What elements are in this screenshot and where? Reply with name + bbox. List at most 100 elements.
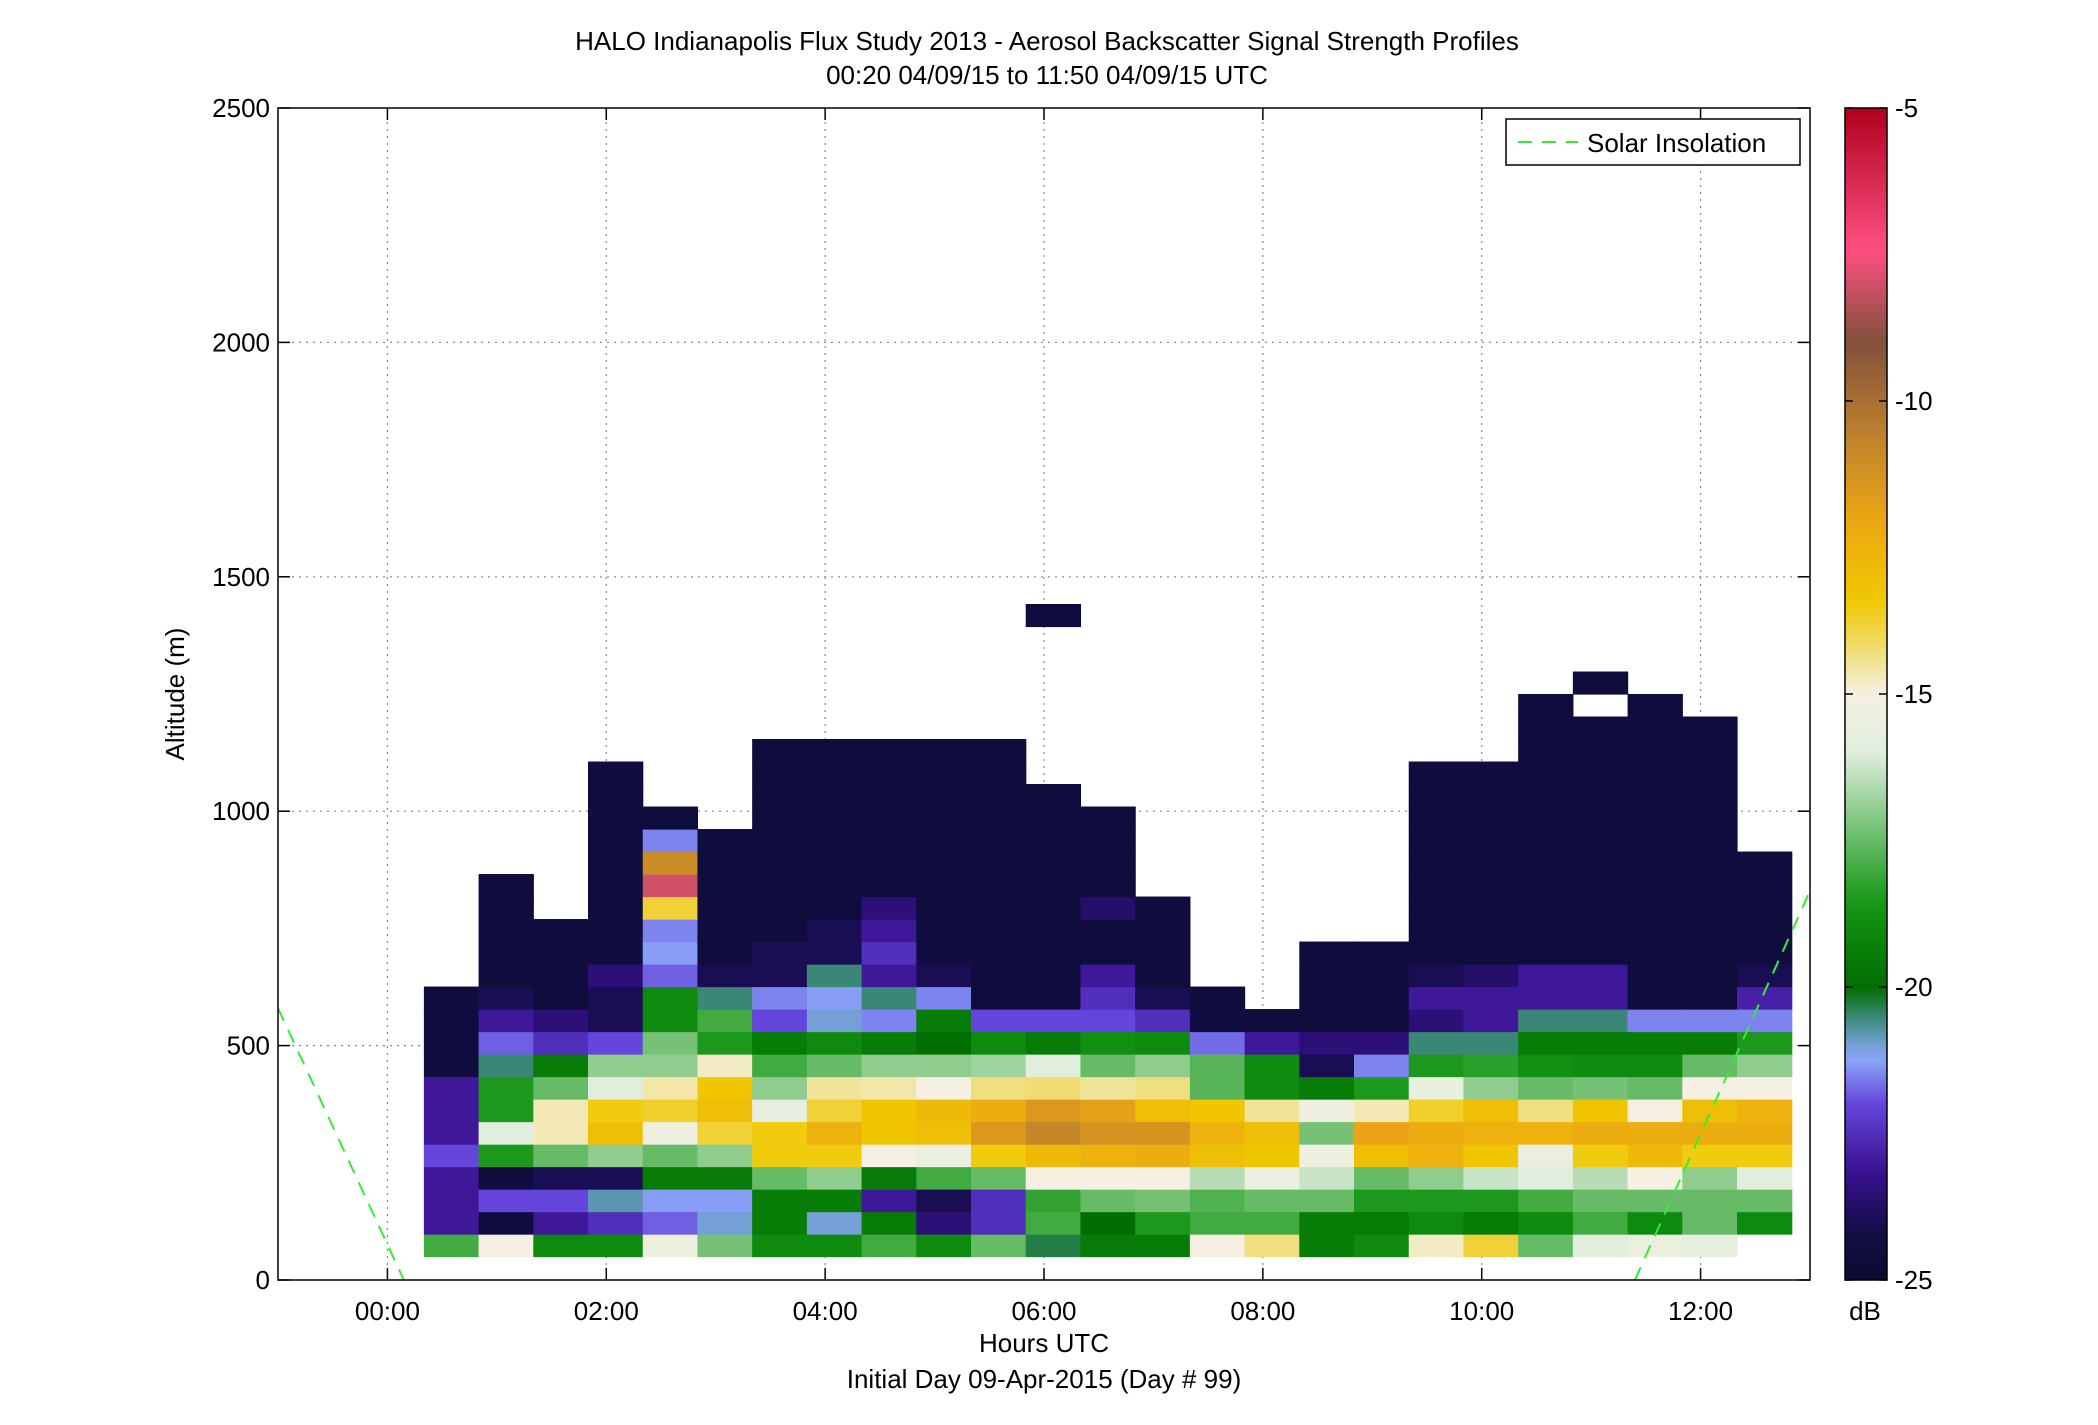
heatmap-cell [1518,784,1574,808]
heatmap-cell [1682,806,1738,830]
heatmap-cell [1682,1076,1738,1100]
x-tick-label: 06:00 [1011,1296,1076,1326]
heatmap-cell [1189,1121,1246,1145]
heatmap-cell [1627,1144,1683,1168]
heatmap-cell [1682,1144,1738,1168]
heatmap-cell [423,1189,480,1213]
heatmap-cell [697,1189,753,1213]
heatmap-cell [478,986,534,1010]
heatmap-cell [916,1166,972,1190]
heatmap-cell [1189,1076,1246,1100]
y-tick-label: 1000 [212,796,270,826]
heatmap-cell [1682,739,1738,763]
heatmap-cell [1135,986,1191,1010]
heatmap-cell [861,1189,917,1213]
heatmap-cell [1463,1144,1519,1168]
heatmap-cell [1572,1144,1629,1168]
heatmap-cell [1572,761,1629,785]
heatmap-cell [806,1099,863,1123]
heatmap-cell [1518,1189,1574,1213]
heatmap-cell [1737,986,1793,1010]
heatmap-cell [752,1166,808,1190]
heatmap-cell [752,919,808,943]
heatmap-cell [1737,1144,1793,1168]
heatmap-cell [1518,829,1574,853]
heatmap-cell [1682,716,1738,740]
heatmap-cell [1572,964,1629,988]
heatmap-cell [1572,671,1629,695]
heatmap-cell [861,829,917,853]
heatmap-cell [1627,896,1683,920]
heatmap-cell [752,1189,808,1213]
heatmap-cell [1627,739,1683,763]
heatmap-cell [533,1144,589,1168]
heatmap-cell [1463,829,1519,853]
legend: Solar Insolation [1505,118,1801,166]
heatmap-cell [1135,896,1191,920]
heatmap-cell [642,1211,699,1235]
heatmap-cell [1080,941,1136,965]
heatmap-cell [1080,1054,1136,1078]
colorbar-tick-label: -15 [1895,679,1933,709]
heatmap-cell [1354,1211,1410,1235]
heatmap-cell [1627,964,1683,988]
heatmap-cell [971,964,1027,988]
heatmap-cell [1408,941,1465,965]
heatmap-cell [1463,1211,1519,1235]
heatmap-cell [697,1076,753,1100]
heatmap-cell [752,1031,808,1055]
heatmap-cell [971,919,1027,943]
heatmap-cell [1463,941,1519,965]
heatmap-cell [697,1144,753,1168]
heatmap-cell [916,1031,972,1055]
heatmap-cell [642,1054,699,1078]
heatmap-cell [1682,964,1738,988]
heatmap-cell [1627,1166,1683,1190]
heatmap-cell [1463,1121,1519,1145]
y-tick-label: 0 [256,1265,270,1295]
heatmap-cell [752,1054,808,1078]
heatmap-cell [1025,1166,1082,1190]
heatmap-cell [971,1054,1027,1078]
heatmap-cell [533,941,589,965]
heatmap-cell [1135,1166,1191,1190]
heatmap-cell [1135,1144,1191,1168]
heatmap-cell [752,1121,808,1145]
heatmap-cell [916,761,972,785]
heatmap-cell [588,986,644,1010]
heatmap-cell [1025,851,1082,875]
heatmap-cell [1189,1166,1246,1190]
heatmap-cell [1572,1054,1629,1078]
heatmap-cell [1354,1031,1410,1055]
heatmap-cell [478,1009,534,1033]
heatmap-cell [1627,761,1683,785]
heatmap-cell [861,1211,917,1235]
heatmap-cell [423,1234,480,1258]
heatmap-cell [588,1076,644,1100]
heatmap-cell [478,1166,534,1190]
heatmap-cell [1354,1054,1410,1078]
heatmap-cell [1025,1121,1082,1145]
heatmap-cell [1682,986,1738,1010]
heatmap-cell [533,1031,589,1055]
heatmap-cell [1737,919,1793,943]
chart-subtitle: 00:20 04/09/15 to 11:50 04/09/15 UTC [826,60,1268,90]
heatmap-cell [642,874,699,898]
heatmap-cell [1299,1144,1355,1168]
heatmap-cell [697,1166,753,1190]
heatmap-cell [533,1076,589,1100]
heatmap-cell [1189,1144,1246,1168]
heatmap-cell [588,761,644,785]
heatmap-cell [1737,964,1793,988]
heatmap-cell [1518,1121,1574,1145]
heatmap-cell [1135,941,1191,965]
heatmap-cell [1682,1009,1738,1033]
heatmap-cell [861,806,917,830]
heatmap-cell [1737,1189,1793,1213]
heatmap-cell [1244,1166,1300,1190]
heatmap-cell [1408,874,1465,898]
heatmap-cell [588,1166,644,1190]
heatmap-cell [1518,874,1574,898]
heatmap-cell [1572,1211,1629,1235]
